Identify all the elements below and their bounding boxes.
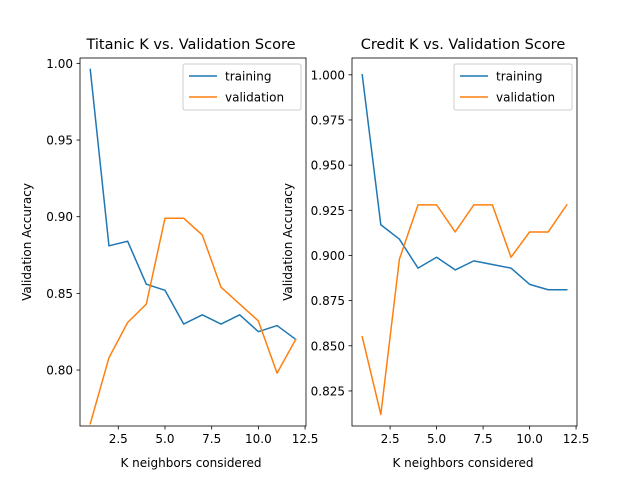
y-axis-label: Validation Accuracy <box>281 183 295 301</box>
plot-area: 2.5 5.0 7.5 10.0 12.5 0.80 0.85 0.90 0.95 1.00 tra… <box>46 57 318 446</box>
y-tick-label: 0.950 <box>311 159 345 173</box>
series-line-validation <box>89 217 297 425</box>
series-line-validation <box>361 203 568 416</box>
y-tick-label: 1.000 <box>311 68 345 82</box>
x-tick-label: 2.5 <box>381 432 400 446</box>
x-tick-label: 10.0 <box>245 432 272 446</box>
y-tick-label: 1.00 <box>46 57 73 71</box>
y-tick-label: 0.90 <box>46 210 73 224</box>
x-tick-label: 7.5 <box>474 432 493 446</box>
axes-frame <box>79 57 307 427</box>
y-tick-label: 0.975 <box>311 113 345 127</box>
y-tick-label: 0.825 <box>311 384 345 398</box>
axes-frame <box>351 57 578 427</box>
series-line-training <box>361 73 568 291</box>
x-tick-label: 2.5 <box>109 432 128 446</box>
y-tick-label: 0.80 <box>46 364 73 378</box>
plot-area: 2.5 5.0 7.5 10.0 12.5 0.825 0.850 0.875 0.900 0.9… <box>311 57 590 446</box>
titanic-panel: Titanic K vs. Validation Score K neighbo… <box>20 37 318 470</box>
x-tick-label: 7.5 <box>202 432 221 446</box>
legend-label-training: training <box>496 70 543 84</box>
chart-title: Credit K vs. Validation Score <box>361 37 566 53</box>
legend: training validation <box>182 63 302 111</box>
y-tick-label: 0.95 <box>46 134 73 148</box>
y-tick-label: 0.875 <box>311 294 345 308</box>
credit-panel: Credit K vs. Validation Score K neighbor… <box>281 37 589 470</box>
chart-title: Titanic K vs. Validation Score <box>85 37 295 53</box>
legend-label-training: training <box>225 70 272 84</box>
y-tick-label: 0.900 <box>311 249 345 263</box>
legend: training validation <box>453 63 573 111</box>
x-tick-label: 12.5 <box>563 432 590 446</box>
x-tick-label: 10.0 <box>516 432 543 446</box>
legend-label-validation: validation <box>225 91 284 105</box>
x-axis-label: K neighbors considered <box>393 456 534 470</box>
x-tick-label: 5.0 <box>155 432 174 446</box>
x-axis-label: K neighbors considered <box>121 456 262 470</box>
y-tick-label: 0.85 <box>46 287 73 301</box>
y-tick-label: 0.850 <box>311 339 345 353</box>
y-tick-label: 0.925 <box>311 204 345 218</box>
y-axis-label: Validation Accuracy <box>20 183 34 301</box>
x-tick-label: 12.5 <box>292 432 319 446</box>
x-tick-label: 5.0 <box>427 432 446 446</box>
legend-label-validation: validation <box>496 91 555 105</box>
